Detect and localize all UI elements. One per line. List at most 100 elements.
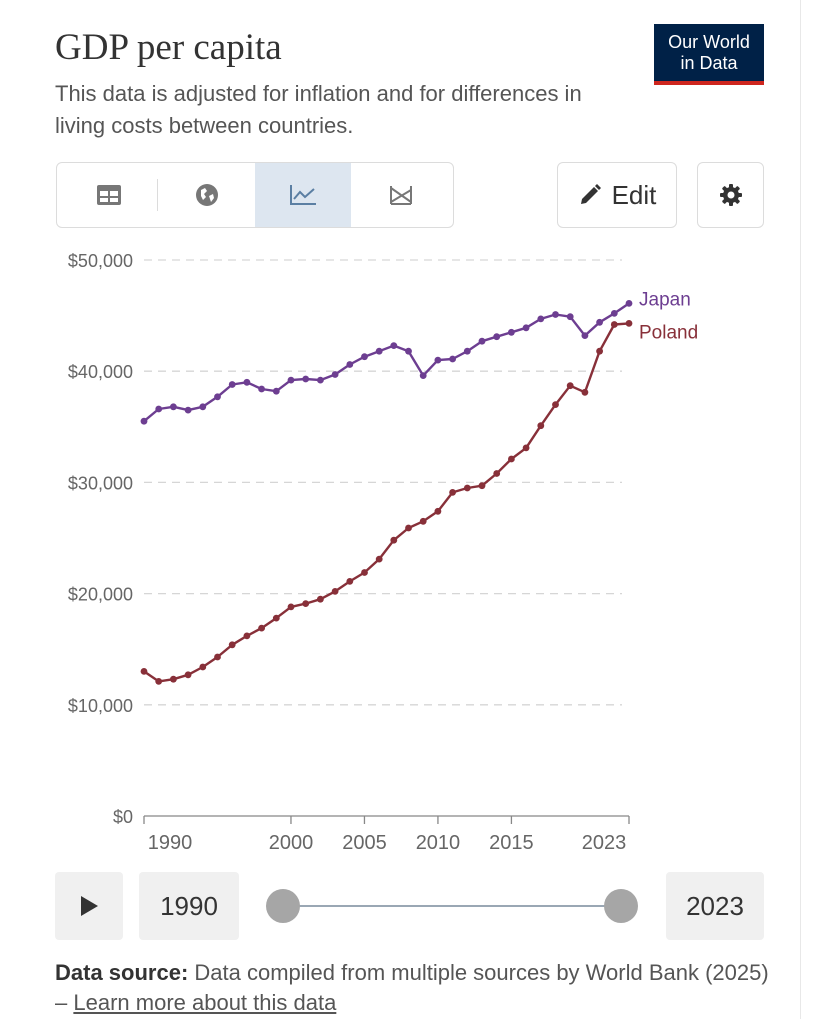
data-point bbox=[537, 315, 545, 323]
data-point bbox=[199, 663, 207, 671]
data-point bbox=[610, 321, 618, 328]
tab-table[interactable] bbox=[61, 163, 157, 227]
data-point bbox=[184, 671, 192, 679]
line-chart-icon bbox=[290, 185, 316, 205]
series-label: Japan bbox=[639, 289, 691, 310]
owid-logo[interactable]: Our World in Data bbox=[654, 24, 764, 85]
data-point bbox=[419, 372, 427, 379]
logo-line-1: Our World bbox=[668, 32, 750, 52]
data-point bbox=[258, 385, 265, 393]
data-point bbox=[302, 600, 310, 607]
y-tick-label: $0 bbox=[113, 807, 133, 827]
data-point bbox=[463, 484, 471, 492]
data-point bbox=[243, 632, 251, 640]
play-icon bbox=[81, 896, 98, 916]
data-point bbox=[155, 678, 163, 685]
data-point bbox=[317, 595, 324, 603]
data-point bbox=[449, 355, 456, 363]
play-button[interactable] bbox=[55, 872, 123, 940]
data-point bbox=[419, 517, 427, 525]
data-point bbox=[625, 300, 633, 307]
data-point bbox=[140, 668, 148, 675]
data-point bbox=[405, 524, 412, 532]
data-point bbox=[596, 318, 603, 326]
data-point bbox=[493, 333, 501, 341]
source-text: Data compiled from multiple sources by W… bbox=[55, 960, 769, 1015]
y-tick-label: $40,000 bbox=[68, 362, 133, 382]
line-chart: $0 $10,000 $20,000 $30,000 $40,000 $50,000 199… bbox=[68, 251, 698, 854]
data-point bbox=[390, 342, 398, 349]
data-point bbox=[625, 320, 633, 327]
data-point bbox=[493, 470, 501, 477]
data-point bbox=[508, 455, 515, 463]
data-point bbox=[375, 347, 383, 355]
series-line-japan bbox=[143, 302, 630, 423]
data-point bbox=[552, 401, 559, 408]
data-source: Data source: Data compiled from multiple… bbox=[55, 958, 775, 1018]
data-point bbox=[508, 328, 515, 336]
data-point bbox=[361, 569, 368, 576]
timeline-end-handle[interactable] bbox=[604, 889, 638, 923]
view-tabs bbox=[56, 162, 454, 228]
end-year-box[interactable]: 2023 bbox=[666, 872, 764, 940]
data-point bbox=[434, 507, 442, 515]
data-point bbox=[346, 361, 354, 368]
chart-title: GDP per capita bbox=[55, 27, 282, 68]
x-tick-label: 2010 bbox=[416, 832, 461, 854]
data-point bbox=[287, 376, 295, 384]
data-point bbox=[361, 353, 368, 361]
data-point bbox=[566, 382, 574, 390]
timeline-start-handle[interactable] bbox=[266, 889, 300, 923]
start-year-box[interactable]: 1990 bbox=[139, 872, 239, 940]
x-tick-label: 2000 bbox=[269, 832, 314, 854]
data-point bbox=[302, 375, 310, 383]
data-point bbox=[228, 381, 236, 388]
data-point bbox=[140, 417, 148, 425]
learn-more-link[interactable]: Learn more about this data bbox=[73, 990, 337, 1015]
data-point bbox=[346, 578, 354, 585]
data-point bbox=[463, 347, 471, 355]
slope-icon bbox=[390, 186, 412, 205]
y-tick-label: $50,000 bbox=[68, 251, 133, 271]
table-icon bbox=[97, 185, 121, 205]
data-point bbox=[522, 444, 530, 452]
data-point bbox=[155, 405, 163, 413]
data-point bbox=[478, 337, 486, 345]
data-point bbox=[331, 371, 339, 378]
series-line-poland bbox=[143, 322, 630, 683]
data-point bbox=[317, 376, 324, 384]
data-point bbox=[272, 614, 280, 622]
data-point bbox=[449, 489, 456, 496]
data-point bbox=[375, 555, 383, 563]
settings-button[interactable] bbox=[697, 162, 764, 228]
timeline-track[interactable] bbox=[283, 905, 621, 907]
x-tick-label: 1990 bbox=[148, 832, 193, 854]
data-point bbox=[405, 347, 412, 355]
data-point bbox=[581, 388, 589, 396]
data-point bbox=[581, 332, 589, 339]
data-point bbox=[331, 588, 339, 595]
tab-slope[interactable] bbox=[353, 163, 449, 227]
tab-map[interactable] bbox=[159, 163, 255, 227]
x-tick-label: 2005 bbox=[342, 832, 387, 854]
data-point bbox=[610, 310, 618, 317]
data-point bbox=[434, 356, 442, 364]
data-point bbox=[566, 313, 574, 321]
pencil-icon bbox=[580, 184, 601, 204]
data-point bbox=[243, 378, 251, 386]
x-tick-label: 2023 bbox=[582, 832, 627, 854]
data-point bbox=[258, 624, 265, 632]
data-point bbox=[596, 347, 603, 355]
data-point bbox=[214, 653, 221, 661]
y-tick-label: $30,000 bbox=[68, 473, 133, 493]
data-point bbox=[522, 324, 530, 332]
y-tick-label: $10,000 bbox=[68, 696, 133, 716]
x-tick-label: 2015 bbox=[489, 832, 534, 854]
tab-chart[interactable] bbox=[255, 163, 351, 227]
edit-button[interactable]: Edit bbox=[557, 162, 677, 228]
data-point bbox=[478, 482, 486, 490]
data-point bbox=[552, 311, 559, 318]
data-point bbox=[272, 387, 280, 395]
data-point bbox=[228, 641, 236, 649]
data-point bbox=[287, 603, 295, 611]
